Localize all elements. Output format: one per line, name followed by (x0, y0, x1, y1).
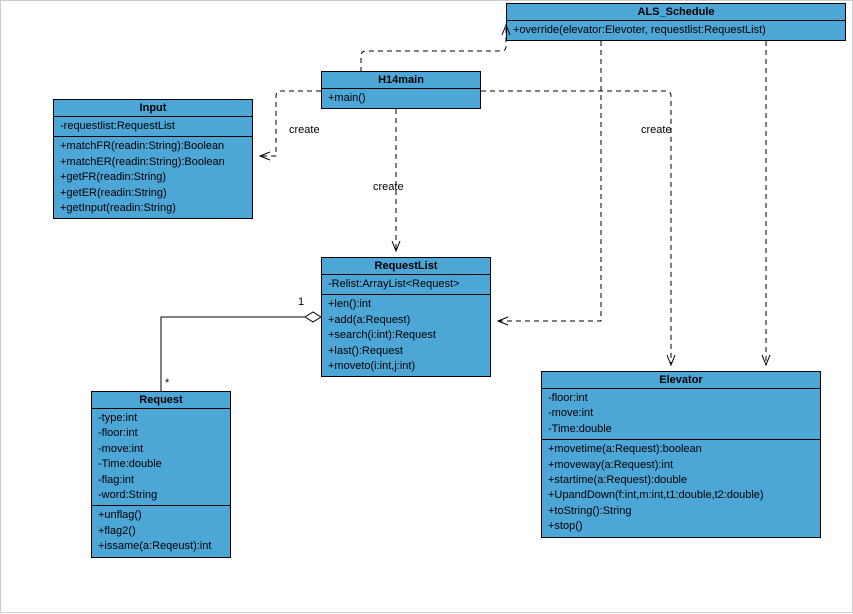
label-mult-many: * (165, 377, 169, 389)
class-name: Input (54, 100, 252, 117)
class-name: Request (92, 392, 230, 409)
operation: +getFR(readin:String) (60, 170, 246, 185)
operation: +last():Request (328, 344, 484, 359)
operation: +add(a:Request) (328, 313, 484, 328)
attribute: -move:int (98, 442, 224, 457)
class-requestlist: RequestList -Relist:ArrayList<Request> +… (321, 257, 491, 377)
label-create-right: create (641, 124, 672, 136)
class-request: Request -type:int -floor:int -move:int -… (91, 391, 231, 558)
class-input: Input -requestlist:RequestList +matchFR(… (53, 99, 253, 219)
op-section: +len():int +add(a:Request) +search(i:int… (322, 295, 490, 376)
operation: +len():int (328, 297, 484, 312)
class-name: Elevator (542, 372, 820, 389)
op-section: +unflag() +flag2() +issame(a:Reqeust):in… (92, 506, 230, 556)
operation: +movetime(a:Request):boolean (548, 442, 814, 457)
operation: +getER(readin:String) (60, 186, 246, 201)
operation: +override(elevator:Elevoter, requestlist… (513, 23, 839, 38)
attribute: -floor:int (98, 426, 224, 441)
operation: +matchFR(readin:String):Boolean (60, 139, 246, 154)
label-mult-one: 1 (298, 296, 304, 308)
op-section: +matchFR(readin:String):Boolean +matchER… (54, 137, 252, 218)
attr-section: -requestlist:RequestList (54, 117, 252, 137)
operation: +search(i:int):Request (328, 328, 484, 343)
op-section: +override(elevator:Elevoter, requestlist… (507, 21, 845, 40)
op-section: +movetime(a:Request):boolean +moveway(a:… (542, 440, 820, 536)
attribute: -type:int (98, 411, 224, 426)
attr-section: -Relist:ArrayList<Request> (322, 275, 490, 295)
class-h14main: H14main +main() (321, 71, 481, 109)
class-als-schedule: ALS_Schedule +override(elevator:Elevoter… (506, 3, 846, 41)
operation: +unflag() (98, 508, 224, 523)
attribute: -Relist:ArrayList<Request> (328, 277, 484, 292)
operation: +matchER(readin:String):Boolean (60, 155, 246, 170)
attribute: -flag:int (98, 473, 224, 488)
attribute: -floor:int (548, 391, 814, 406)
class-name: RequestList (322, 258, 490, 275)
label-create-left: create (289, 124, 320, 136)
attribute: -Time:double (548, 422, 814, 437)
operation: +issame(a:Reqeust):int (98, 539, 224, 554)
attr-section: -floor:int -move:int -Time:double (542, 389, 820, 440)
attribute: -word:String (98, 488, 224, 503)
attribute: -Time:double (98, 457, 224, 472)
operation: +moveway(a:Request):int (548, 458, 814, 473)
operation: +getInput(readin:String) (60, 201, 246, 216)
operation: +UpandDown(f:int,m:int,t1:double,t2:doub… (548, 488, 814, 503)
class-name: H14main (322, 72, 480, 89)
attribute: -move:int (548, 406, 814, 421)
attribute: -requestlist:RequestList (60, 119, 246, 134)
class-elevator: Elevator -floor:int -move:int -Time:doub… (541, 371, 821, 538)
operation: +startime(a:Request):double (548, 473, 814, 488)
attr-section: -type:int -floor:int -move:int -Time:dou… (92, 409, 230, 506)
operation: +moveto(i:int,j:int) (328, 359, 484, 374)
operation: +stop() (548, 519, 814, 534)
operation: +flag2() (98, 524, 224, 539)
label-create-mid: create (373, 181, 404, 193)
class-name: ALS_Schedule (507, 4, 845, 21)
op-section: +main() (322, 89, 480, 108)
operation: +main() (328, 91, 474, 106)
operation: +toString():String (548, 504, 814, 519)
